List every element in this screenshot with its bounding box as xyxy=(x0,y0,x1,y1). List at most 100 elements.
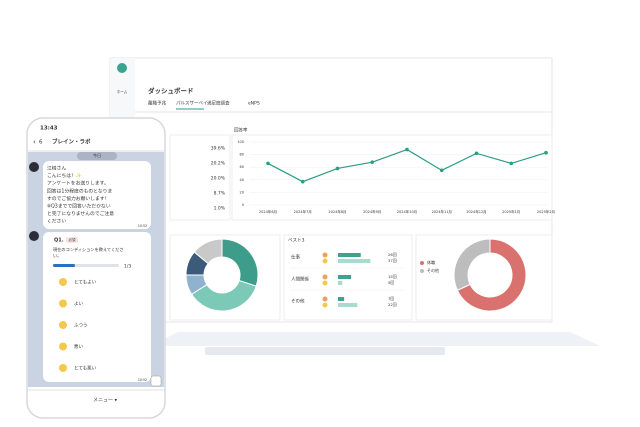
option-icon[interactable] xyxy=(59,364,67,372)
message-line: アンケートをお送りします。 xyxy=(47,180,109,187)
donut-slice xyxy=(456,238,527,312)
progress-label: 1/3 xyxy=(124,264,131,270)
card-time: 10:52 xyxy=(138,378,147,382)
point xyxy=(335,166,340,171)
value-label: 7回 xyxy=(388,296,394,301)
date-pill xyxy=(77,152,117,160)
category-label: その他 xyxy=(291,298,305,305)
option-icon[interactable] xyxy=(59,321,67,329)
value-label: 22回 xyxy=(388,302,397,307)
point xyxy=(266,161,270,166)
option-label[interactable]: とても悪い xyxy=(74,366,97,372)
option-icon[interactable] xyxy=(59,278,67,286)
scroll-button[interactable] xyxy=(150,375,162,387)
message-line: ください xyxy=(47,218,66,225)
status-time: 13:43 xyxy=(40,126,58,132)
point xyxy=(370,160,375,164)
summary-card xyxy=(169,134,231,221)
trackpad xyxy=(205,347,445,355)
message-line: こんにちは！✨ xyxy=(47,172,82,179)
message-line: 江崎さん xyxy=(47,165,66,172)
sidebar-item: ホーム xyxy=(117,89,128,94)
keyboard xyxy=(150,332,600,346)
question-number: Q1. xyxy=(54,238,64,244)
x-tick-label: 2024年9月 xyxy=(363,209,381,214)
badge xyxy=(66,237,78,243)
message-line: すのでご協力お願いします！ xyxy=(47,195,109,202)
x-tick-label: 2024年6月 xyxy=(259,209,277,214)
back-icon[interactable]: ‹ xyxy=(33,138,36,146)
message-bubble xyxy=(43,161,151,229)
summary-value: 20.2% xyxy=(211,161,226,167)
progress-fill xyxy=(53,264,75,267)
x-tick-label: 2024年12月 xyxy=(466,209,486,214)
tab[interactable]: パルスサーベイ xyxy=(176,101,208,107)
menu-label[interactable]: メニュー ▾ xyxy=(93,398,118,404)
message-line: ※Q3までで回答いただかない xyxy=(47,203,111,210)
x-tick-label: 2025年2月 xyxy=(537,209,555,214)
x-tick-label: 2024年10月 xyxy=(397,209,417,214)
date-label: 今日 xyxy=(93,152,101,158)
y-tick-label: 100 xyxy=(237,140,244,144)
bar xyxy=(338,259,371,263)
point xyxy=(474,151,479,156)
x-tick-label: 2024年7月 xyxy=(294,209,312,214)
point xyxy=(544,150,548,155)
bar xyxy=(338,253,361,257)
option-icon[interactable] xyxy=(59,342,67,351)
option-icon[interactable] xyxy=(59,299,67,308)
avatar xyxy=(29,162,39,172)
point xyxy=(439,168,444,173)
value-label: 26回 xyxy=(388,252,397,257)
avatar xyxy=(29,231,39,241)
value-label: 15回 xyxy=(388,274,397,279)
face-icon xyxy=(322,258,328,264)
tab[interactable]: 満足度調査 xyxy=(207,100,230,107)
x-tick-label: 2024年8月 xyxy=(328,209,346,214)
x-tick-label: 2025年1月 xyxy=(502,209,520,214)
y-tick-label: 40 xyxy=(240,178,244,182)
message-line: と完了になりませんのでご注意 xyxy=(47,210,114,217)
option-label[interactable]: ふつう xyxy=(74,323,88,329)
legend-label: 休職 xyxy=(427,259,435,265)
category-label: 仕事 xyxy=(291,254,300,261)
option-label[interactable]: よい xyxy=(74,301,83,307)
summary-value: 20.0% xyxy=(211,176,226,182)
donut-slice xyxy=(193,238,223,265)
summary-value: 8.7% xyxy=(214,191,226,197)
summary-value: 39.6% xyxy=(211,146,226,152)
bar xyxy=(338,303,358,307)
bar xyxy=(338,297,345,301)
legend-swatch xyxy=(420,261,424,265)
x-tick-label: 2024年11月 xyxy=(432,209,452,214)
legend-swatch xyxy=(420,269,424,273)
donut-slice xyxy=(453,238,491,291)
donut-slice xyxy=(190,279,257,312)
value-label: 5回 xyxy=(388,280,394,285)
category-label: 人間関係 xyxy=(291,276,309,283)
face-icon xyxy=(322,280,328,286)
chat-name: ブレイン・ラボ xyxy=(52,138,91,146)
bar xyxy=(338,275,352,279)
tab[interactable]: eNPS xyxy=(248,101,260,107)
badge-label: 必須 xyxy=(69,237,76,242)
face-icon xyxy=(322,296,328,302)
summary-value: 1.0% xyxy=(214,206,226,212)
logo xyxy=(117,63,127,73)
y-tick-label: 20 xyxy=(240,190,244,194)
unread-count: 6 xyxy=(39,140,43,146)
line-card xyxy=(231,134,553,221)
option-label[interactable]: とてもよい xyxy=(74,280,97,286)
face-icon xyxy=(322,302,328,308)
y-tick-label: 60 xyxy=(240,165,244,169)
tab[interactable]: 離職予兆 xyxy=(148,100,166,107)
legend-label: その他 xyxy=(427,267,439,273)
value-label: 37回 xyxy=(388,258,397,263)
chart-title: ベスト3 xyxy=(288,238,305,244)
face-icon xyxy=(322,274,328,280)
point xyxy=(300,179,305,184)
question-text: 現在のコンディションを教えてくださ xyxy=(53,246,124,253)
option-label[interactable]: 悪い xyxy=(74,344,83,350)
question-text: い。 xyxy=(53,253,61,258)
